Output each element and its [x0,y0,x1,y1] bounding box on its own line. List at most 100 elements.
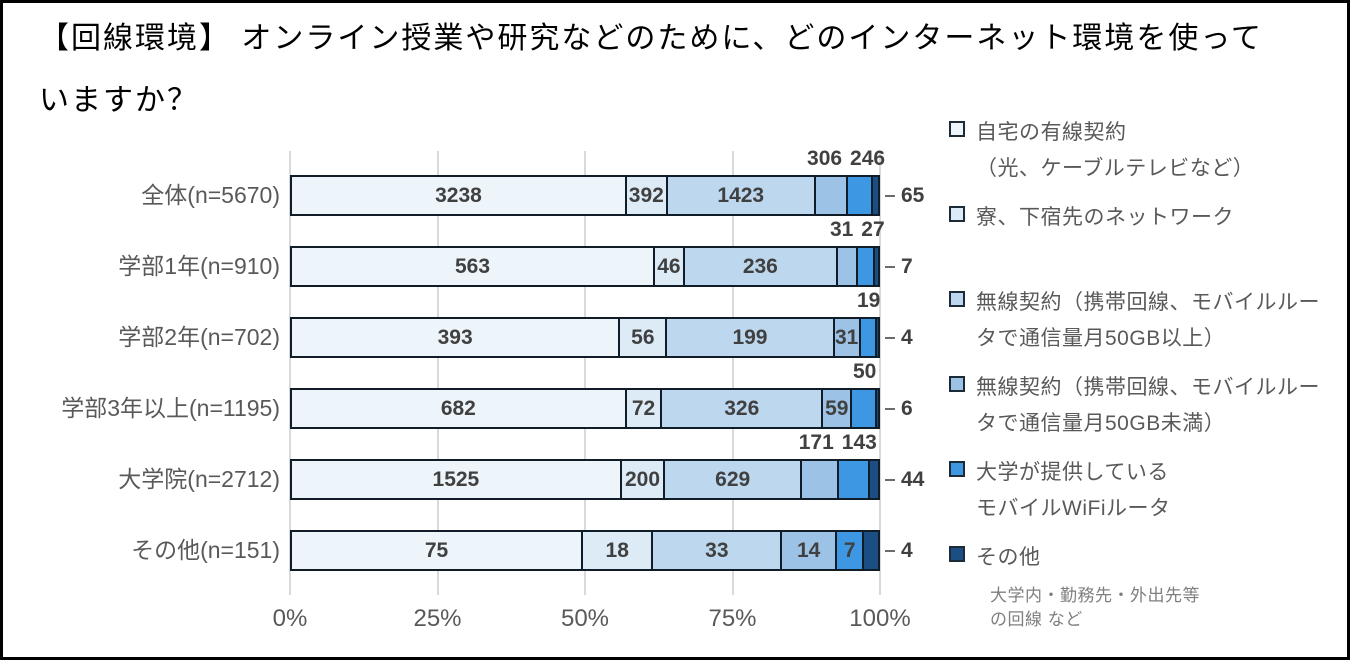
label-leader-line [885,478,895,481]
legend-swatch [949,461,965,477]
segment-value-text: 4 [901,538,913,562]
bar-segment [852,388,878,429]
label-leader-line [885,407,895,410]
legend-item-2: 無線契約（携帯回線、モバイルルー タで通信量月50GB以上） [949,285,1347,370]
segment-value-label: 563 [454,254,491,278]
segment-value-label-above: 143 [841,431,877,454]
segment-value-label: 72 [631,396,656,420]
bar-segment: 200 [621,459,666,500]
segment-value-label-above: 27 [861,218,885,241]
x-tick-label: 75% [708,605,757,632]
legend-item-line: （光、ケーブルテレビなど） [976,157,1255,181]
segment-value-text: 44 [901,467,925,491]
bar-segment: 1423 [667,175,816,216]
bar-segment: 3238 [290,175,627,216]
bar-track: 3238 392 1423 306 246 65 [290,147,924,216]
legend-item-label: 無線契約（携帯回線、モバイルルー タで通信量月50GB以上） [976,285,1320,357]
legend-item-line: 自宅の有線契約 [976,121,1127,144]
segment-value-label: 75 [424,538,449,562]
bar-segment: 31 [834,317,861,358]
bar-track: 75 18 33 14 7 4 [290,530,913,571]
bar-segment: 59 [823,388,853,429]
bar-segment [876,317,880,358]
bar-segment: 326 [662,388,824,429]
bar-segment: 14 [782,530,837,571]
bar-track: 393 56 199 31 19 4 [290,289,913,358]
segment-value-label: 56 [631,325,655,349]
bar-segment: 7 [837,530,865,571]
bar-segment [802,459,840,500]
segment-value-label: 33 [705,538,729,562]
legend-note-line: の回線 など [990,609,1083,629]
segment-value-label: 1525 [432,467,480,491]
legend-item-5: その他大学内・勤務先・外出先等 の回線 など [949,540,1347,632]
legend-item-line: 大学が提供している [976,461,1169,484]
bar-segment: 75 [290,530,584,571]
bar-segment [864,530,880,571]
category-label: 学部1年(n=910) [118,253,280,279]
bar-segment: 236 [684,246,838,287]
segment-value-label-outside: 7 [885,255,913,279]
segment-value-label: 59 [825,396,849,420]
segment-value-label-above: 31 [829,218,854,241]
legend-item-line: タで通信量月50GB未満） [976,412,1226,436]
segment-value-text: 65 [901,183,925,207]
segment-value-label-above: 306 [807,147,843,170]
category-label: 学部2年(n=702) [118,324,280,350]
segment-value-text: 4 [901,325,913,349]
bar-segment [875,246,880,287]
bar-segment [837,246,858,287]
segment-value-label: 7 [843,538,856,562]
bar-segment: 46 [655,246,685,287]
bar-track: 563 46 236 31 27 7 [290,218,913,287]
bar-segment: 393 [290,317,621,358]
segment-value-label-above: 19 [856,289,881,312]
legend-item-1: 寮、下宿先のネットワーク [949,200,1347,285]
segment-value-label: 46 [657,254,681,278]
gridline [731,151,734,595]
gridline [289,151,291,595]
legend-swatch [949,546,965,562]
x-tick-label: 100% [849,605,911,632]
legend-item-line: モバイルWiFiルータ [976,497,1171,521]
legend-item-3: 無線契約（携帯回線、モバイルルー タで通信量月50GB未満） [949,370,1347,455]
segment-value-label: 3238 [435,183,482,207]
segment-value-label: 31 [834,325,859,349]
bar-segment [860,317,877,358]
segment-value-label-outside: 44 [885,468,924,492]
segment-value-label-above: 246 [850,147,886,170]
bar-segment: 199 [667,317,835,358]
segment-value-label-outside: 6 [885,397,913,421]
segment-value-label: 393 [437,325,473,349]
segment-value-label: 629 [715,467,751,491]
category-label: 全体(n=5670) [141,182,280,208]
segment-value-label: 199 [732,325,768,349]
legend-swatch [949,121,965,137]
bar-segment: 56 [620,317,668,358]
category-label: 学部3年以上(n=1195) [61,395,280,421]
legend-item-line: 無線契約（携帯回線、モバイルルー [976,291,1320,314]
segment-value-label: 18 [605,538,629,562]
segment-value-text: 6 [901,396,913,420]
segment-value-label: 682 [440,396,476,420]
legend-item-label: 自宅の有線契約 （光、ケーブルテレビなど） [976,115,1254,187]
chart-title-line2: いますか？ [39,83,199,117]
chart-title-line1: 【回線環境】 オンライン授業や研究などのために、どのインターネット環境を使って [39,22,1263,55]
x-tick-label: 25% [413,605,462,632]
segment-value-label-outside: 4 [885,326,913,350]
segment-value-label-above: 50 [853,360,877,383]
bar-segment [839,459,871,500]
bar-segment [857,246,876,287]
legend-swatch [949,291,965,307]
label-leader-line [885,549,895,552]
gridline [879,151,881,595]
bar-segment: 682 [290,388,627,429]
legend-item-note: 大学内・勤務先・外出先等 の回線 など [990,584,1200,632]
legend-item-line: その他 [976,546,1041,569]
segment-value-label: 1423 [717,183,765,207]
legend-item-0: 自宅の有線契約 （光、ケーブルテレビなど） [949,115,1347,200]
segment-value-label: 14 [796,538,821,562]
bar-segment: 563 [290,246,656,287]
segment-value-label-above: 171 [798,431,834,454]
